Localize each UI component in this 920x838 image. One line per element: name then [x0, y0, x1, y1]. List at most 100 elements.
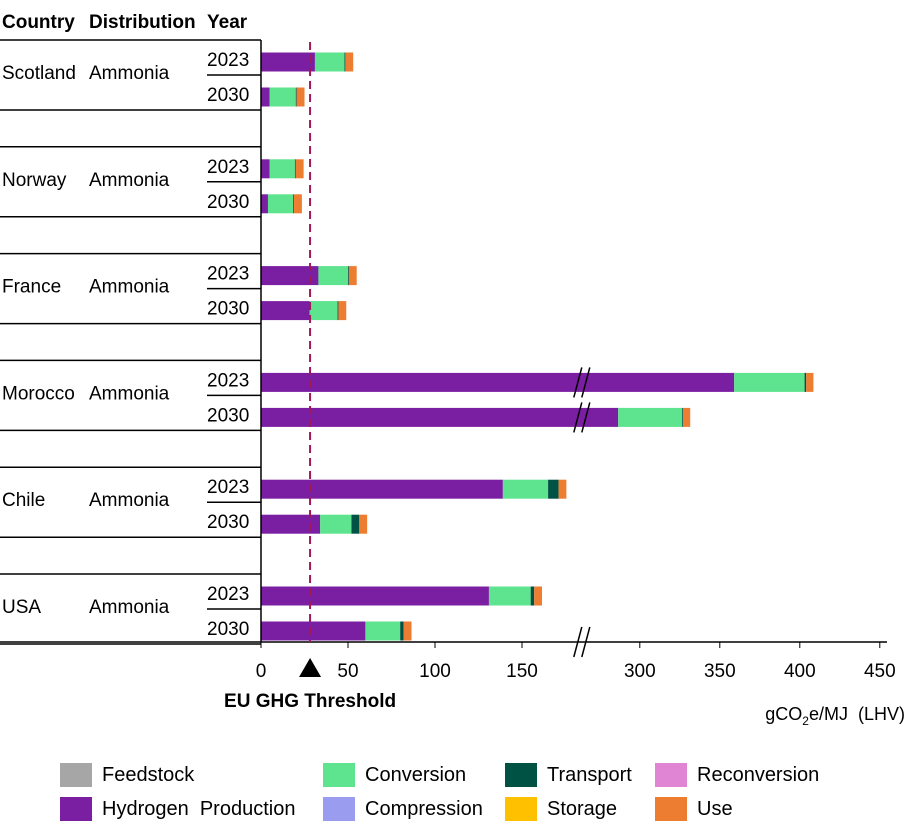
x-tick-label: 0 [256, 661, 267, 682]
header-distribution: Distribution [89, 12, 196, 33]
country-label: France [2, 277, 61, 298]
bar-segment [534, 586, 543, 606]
bar-segment [344, 52, 346, 72]
bar-segment [261, 194, 268, 214]
bar-segment [530, 586, 535, 606]
bar-segment [618, 407, 683, 427]
legend-item: Reconversion [655, 760, 819, 790]
country-label: Norway [2, 170, 67, 191]
bar-segment [682, 407, 683, 427]
country-label: Scotland [2, 63, 76, 84]
distribution-label: Ammonia [89, 490, 170, 511]
bar-segment [348, 266, 357, 286]
legend-item: Storage [505, 794, 617, 824]
legend-item: Hydrogen Production [60, 794, 295, 824]
bar-segment [365, 621, 401, 641]
x-tick-label: 400 [784, 661, 816, 682]
country-label: Chile [2, 490, 45, 511]
legend-item: Transport [505, 760, 632, 790]
year-label: 2030 [207, 619, 249, 640]
year-label: 2023 [207, 264, 249, 285]
axis-break-mark [573, 367, 583, 398]
legend-swatch [323, 763, 355, 787]
axis-break-mark [573, 626, 583, 658]
x-tick-label: 350 [704, 661, 736, 682]
bar-segment [296, 87, 305, 107]
distribution-label: Ammonia [89, 597, 170, 618]
bar-segment [502, 479, 549, 499]
year-label: 2030 [207, 192, 249, 213]
bar-segment [261, 621, 366, 641]
x-axis: 0 50 100 150 300 350 400 450 [0, 40, 896, 682]
legend-label: Reconversion [697, 763, 820, 786]
x-axis-title: gCO2e/MJ (LHV) [765, 704, 905, 728]
axis-break-mark [581, 626, 591, 658]
x-tick-label: 50 [337, 661, 358, 682]
bar-segment [294, 159, 296, 179]
distribution-label: Ammonia [89, 63, 170, 84]
header-country: Country [2, 12, 75, 33]
legend-label: Storage [547, 797, 618, 820]
x-tick-label: 450 [864, 661, 896, 682]
bar-segment [261, 514, 321, 534]
bar-segment [320, 514, 352, 534]
bar-segment [261, 301, 310, 321]
legend: Feedstock Conversion Transport Reconversion… [60, 760, 920, 830]
threshold-marker-icon [299, 658, 322, 677]
bar-segment [293, 194, 295, 214]
bar-segment [345, 52, 354, 72]
threshold-label: EU GHG Threshold [224, 691, 396, 712]
x-axis-title-rest: e/MJ (LHV) [809, 704, 905, 724]
distribution-label: Ammonia [89, 277, 170, 298]
bar-segment [400, 621, 404, 641]
bar-segment [338, 301, 347, 321]
legend-swatch [323, 797, 355, 821]
year-label: 2023 [207, 157, 249, 178]
bar-segment [348, 266, 349, 286]
legend-swatch [655, 763, 687, 787]
legend-item: Feedstock [60, 760, 194, 790]
axis-break-mark [573, 402, 583, 433]
bar-segment [261, 479, 503, 499]
table-lines [0, 39, 261, 645]
legend-item: Use [655, 794, 733, 824]
bar-segment [261, 159, 270, 179]
ghg-emissions-chart: Country Distribution Year Scotland Ammoni… [0, 12, 905, 728]
bar-segment [269, 87, 296, 107]
bar-segment [295, 87, 297, 107]
legend-label: Conversion [365, 763, 467, 786]
legend-item: Conversion [323, 760, 466, 790]
legend-label: Compression [365, 797, 483, 820]
legend-swatch [655, 797, 687, 821]
bar-segment [269, 159, 295, 179]
year-label: 2030 [207, 405, 249, 426]
year-label: 2023 [207, 50, 249, 71]
x-tick-label: 100 [419, 661, 451, 682]
x-axis-title-sub: 2 [802, 714, 809, 728]
bar-segment [261, 372, 735, 392]
axis-break-mark [581, 402, 591, 433]
bar-segment [806, 372, 814, 392]
bar-segment [804, 372, 807, 392]
year-label: 2030 [207, 299, 249, 320]
bar-segment [261, 586, 489, 606]
bar-segment [548, 479, 559, 499]
bars [261, 52, 814, 641]
year-label: 2030 [207, 512, 249, 533]
table-headers: Country Distribution Year [2, 12, 248, 33]
bar-segment [295, 159, 304, 179]
bar-segment [267, 194, 294, 214]
bar-segment [734, 372, 805, 392]
bar-segment [683, 407, 691, 427]
distribution-label: Ammonia [89, 383, 170, 404]
x-tick-label: 150 [506, 661, 538, 682]
header-year: Year [207, 12, 248, 33]
bar-segment [337, 301, 339, 321]
year-label: 2023 [207, 584, 249, 605]
x-tick-label: 300 [624, 661, 656, 682]
axis-break-mark [581, 367, 591, 398]
country-label: Morocco [2, 383, 75, 404]
country-label: USA [2, 597, 41, 618]
year-label: 2023 [207, 477, 249, 498]
legend-item: Compression [323, 794, 483, 824]
